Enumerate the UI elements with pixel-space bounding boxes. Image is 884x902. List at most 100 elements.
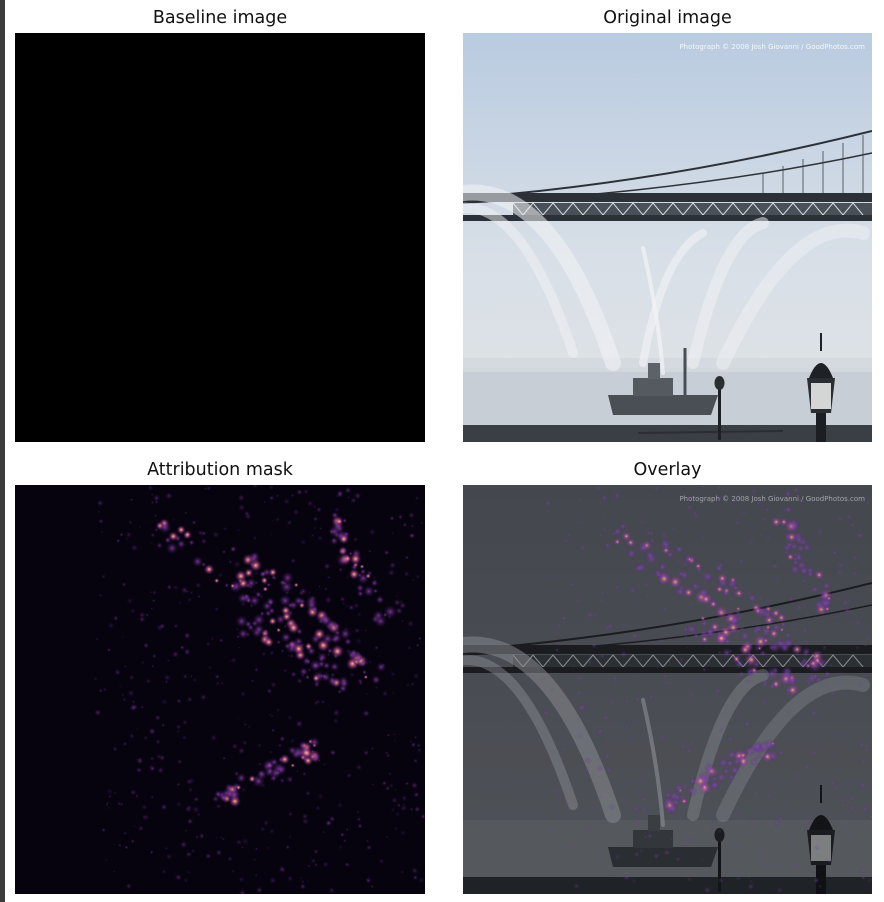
attribution-hotspot [812,655,823,666]
attribution-speckle [280,649,285,653]
attribution-speckle [636,777,644,785]
attribution-speckle [365,877,372,884]
attribution-speckle [764,506,770,513]
attribution-speckle [165,491,173,500]
attribution-hotspot [785,540,794,549]
attribution-hotspot [715,632,728,645]
attribution-speckle [223,804,227,808]
attribution-speckle [581,825,584,828]
attribution-speckle [611,673,619,682]
attribution-speckle [241,837,250,845]
attribution-speckle [634,818,642,825]
attribution-speckle [714,687,721,695]
attribution-speckle [624,698,630,704]
attribution-speckle [140,705,145,710]
attribution-hotspot [729,764,741,776]
attribution-hotspot [666,802,679,816]
attribution-speckle [296,770,299,773]
attribution-hotspot [230,583,236,589]
attribution-speckle [316,699,321,704]
attribution-speckle [354,627,361,634]
attribution-hotspot [752,660,761,668]
attribution-speckle [235,838,243,846]
attribution-speckle [703,886,711,894]
attribution-speckle [315,805,321,811]
attribution-hotspot [276,627,282,633]
attribution-hotspot [354,652,364,662]
attribution-speckle [179,645,185,650]
attribution-mask [15,485,425,894]
attribution-speckle [306,499,314,508]
attribution-speckle [598,500,603,505]
attribution-hotspot [322,661,331,670]
attribution-speckle [313,505,317,509]
attribution-speckle [841,825,847,832]
attribution-speckle [176,759,183,765]
attribution-hotspot [260,576,269,585]
attribution-speckle [574,689,583,698]
attribution-speckle [296,677,303,685]
attribution-speckle [401,619,404,622]
attribution-hotspot [331,511,339,520]
attribution-speckle [145,678,152,685]
attribution-speckle [176,782,181,787]
attribution-speckle [344,486,352,494]
attribution-speckle [738,557,745,564]
attribution-speckle [842,788,845,791]
attribution-speckle [299,587,308,596]
attribution-hotspot [731,584,740,592]
attribution-speckle [624,782,629,787]
attribution-speckle [613,491,621,500]
attribution-speckle [720,519,723,522]
attribution-speckle [811,749,818,756]
attribution-speckle [404,555,410,560]
attribution-hotspot [188,539,195,546]
attribution-speckle [240,690,247,697]
attribution-speckle [735,875,742,882]
attribution-speckle [338,567,343,572]
original-image: Photograph © 2008 Josh Giovanni / GoodPh… [463,33,872,442]
attribution-speckle [412,874,419,881]
attribution-speckle [116,538,121,543]
attribution-speckle [243,510,250,517]
attribution-speckle [153,513,158,518]
attribution-speckle [190,848,196,854]
attribution-hotspot [343,554,352,563]
attribution-hotspot [247,624,255,631]
attribution-hotspot [243,568,254,578]
attribution-speckle [402,522,408,528]
attribution-speckle [858,681,863,687]
attribution-speckle [704,742,711,749]
attribution-speckle [852,781,858,786]
attribution-speckle [341,601,346,606]
attribution-speckle [403,570,410,577]
attribution-speckle [795,604,803,611]
attribution-speckle [354,637,363,646]
attribution-speckle [313,516,319,522]
attribution-speckle [578,498,582,502]
attribution-hotspot [235,614,249,628]
attribution-speckle [237,503,246,512]
attribution-speckle [151,493,154,496]
attribution-speckle [393,733,396,736]
attribution-speckle [684,634,689,639]
attribution-hotspot [279,579,287,587]
attribution-speckle [352,536,359,543]
attribution-speckle [628,586,637,594]
attribution-speckle [190,591,194,595]
attribution-speckle [229,656,237,664]
attribution-speckle [586,757,590,761]
attribution-speckle [338,844,344,850]
attribution-hotspot [372,588,379,594]
attribution-mask-title: Attribution mask [147,460,293,480]
attribution-speckle [560,870,564,873]
attribution-speckle [236,528,240,532]
attribution-hotspot [673,793,682,802]
attribution-speckle [660,531,668,539]
attribution-speckle [221,837,226,841]
attribution-speckle [613,853,621,861]
attribution-hotspot [755,605,769,619]
attribution-speckle [387,568,396,577]
attribution-hotspot [370,578,379,587]
attribution-speckle [598,532,603,538]
